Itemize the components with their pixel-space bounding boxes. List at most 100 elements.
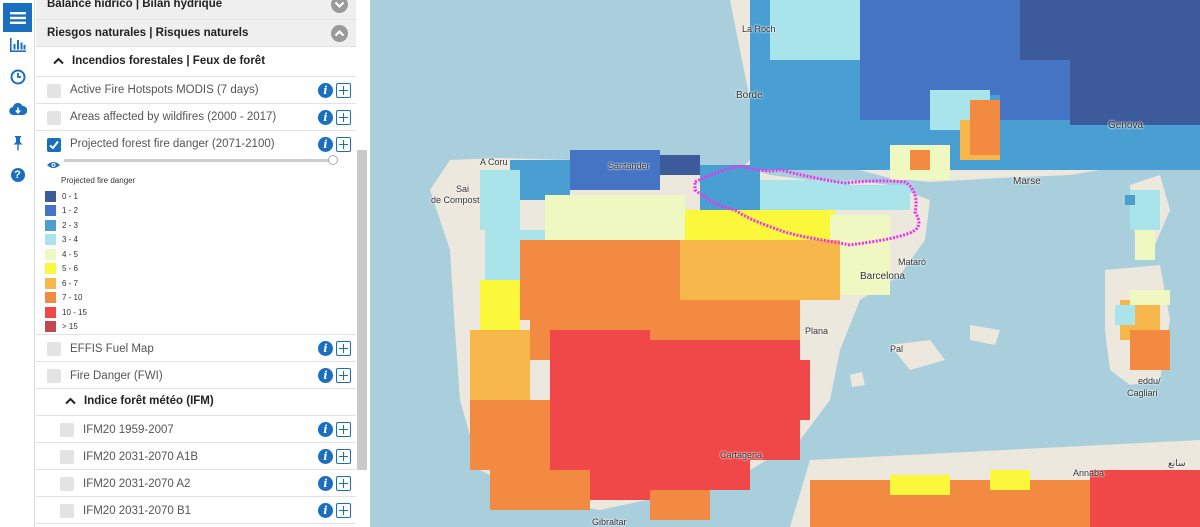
raster-cell [850,185,910,210]
info-icon[interactable]: i [318,83,333,98]
map-label: Genova [1108,120,1144,131]
region-boundary [693,164,921,247]
layer-checkbox[interactable] [60,477,74,491]
info-icon[interactable]: i [318,449,333,464]
raster-cell [760,180,850,210]
chevron-up-icon[interactable] [331,25,348,42]
legend-item: 5 - 6 [45,262,135,277]
section-natural-risks[interactable]: Riesgos naturales | Risques naturels [36,20,356,47]
chevron-up-icon [53,57,64,65]
layer-row: IFM20 1959-2007 i [36,416,356,443]
legend-item: 1 - 2 [45,204,135,219]
legend-item: 10 - 15 [45,305,135,320]
raster-cell [840,255,890,295]
layer-row-expanded: Projected forest fire danger (2071-2100)… [36,131,356,335]
legend-item: 3 - 4 [45,233,135,248]
raster-cell [1130,330,1170,370]
layer-label: Active Fire Hotspots MODIS (7 days) [70,84,259,96]
help-icon[interactable]: ? [3,160,32,189]
section-title: Balance hídrico | Bilan hydrique [47,0,223,10]
raster-cell [680,240,840,300]
raster-cell [970,100,1000,155]
layer-checkbox[interactable] [60,504,74,518]
subsection-title: Incendios forestales | Feux de forêt [72,55,266,67]
chart-icon[interactable] [3,30,32,59]
map-view[interactable]: La Roch Borde Genova Marse A Coru Sai de… [370,0,1200,527]
opacity-slider-track[interactable] [64,159,336,162]
legend-swatch [45,306,56,318]
info-icon[interactable]: i [318,110,333,125]
layer-row: IFM20 2031-2070 B1 i [36,497,356,524]
add-layer-icon[interactable] [336,83,351,98]
legend-swatch [45,277,56,289]
legend-item-label: 4 - 5 [62,249,79,259]
legend-swatch [45,321,56,333]
raster-cell [1115,305,1135,325]
legend-swatch [45,234,56,246]
fire-danger-raster [470,0,1200,527]
legend-item: 7 - 10 [45,291,135,306]
layer-label: Areas affected by wildfires (2000 - 2017… [70,111,277,123]
legend-item-label: 1 - 2 [62,206,79,216]
info-icon[interactable]: i [318,503,333,518]
raster-cell [650,490,710,520]
panel-scrollbar[interactable] [357,150,367,470]
add-layer-icon[interactable] [336,476,351,491]
info-icon[interactable]: i [318,368,333,383]
opacity-slider-handle[interactable] [328,155,338,165]
raster-cell [1125,195,1135,205]
layer-row: Fire Danger (FWI) i [36,362,356,389]
add-layer-icon[interactable] [336,341,351,356]
raster-cell [685,210,835,240]
raster-cell [690,460,750,490]
subsection-ifm[interactable]: Indice forêt météo (IFM) [36,389,356,416]
legend-item-label: 6 - 7 [62,278,79,288]
layer-checkbox[interactable] [60,450,74,464]
raster-cell [910,150,930,170]
cloud-download-icon[interactable] [3,94,32,123]
info-icon[interactable]: i [318,137,333,152]
help-glyph: ? [10,167,25,182]
raster-cell [545,195,685,240]
info-icon[interactable]: i [318,476,333,491]
clock-icon[interactable] [3,62,32,91]
raster-cell [1020,0,1200,60]
layer-label: IFM20 2031-2070 A2 [83,478,191,490]
layer-checkbox[interactable] [60,423,74,437]
legend-item: > 15 [45,320,135,335]
chevron-up-icon [65,397,76,405]
legend-swatch [45,219,56,231]
legend-item-label: 2 - 3 [62,220,79,230]
layer-checkbox-checked[interactable] [47,138,61,152]
add-layer-icon[interactable] [336,110,351,125]
info-icon[interactable]: i [318,341,333,356]
info-icon[interactable]: i [318,422,333,437]
layer-row: IFM20 2031-2070 A1B i [36,443,356,470]
add-layer-icon[interactable] [336,137,351,152]
menu-icon[interactable] [3,3,32,32]
layer-checkbox[interactable] [47,111,61,125]
layer-checkbox[interactable] [47,369,61,383]
add-layer-icon[interactable] [336,422,351,437]
layer-label: IFM20 2031-2070 B1 [83,505,192,517]
layer-row: Active Fire Hotspots MODIS (7 days) i [36,77,356,104]
add-layer-icon[interactable] [336,449,351,464]
pin-icon[interactable] [3,128,32,157]
map-label: Gibraltar [592,517,627,527]
chevron-down-icon[interactable] [331,0,348,13]
subsection-forest-fires[interactable]: Incendios forestales | Feux de forêt [36,47,356,77]
add-layer-icon[interactable] [336,503,351,518]
map-label: La Roch [742,24,776,34]
map-label: A Coru [480,157,508,167]
raster-cell [750,360,810,420]
layer-checkbox[interactable] [47,84,61,98]
legend-item-label: 3 - 4 [62,235,79,245]
add-layer-icon[interactable] [336,368,351,383]
legend-item: 2 - 3 [45,218,135,233]
layer-checkbox[interactable] [47,342,61,356]
section-water-balance[interactable]: Balance hídrico | Bilan hydrique [36,0,356,20]
legend-item-label: 7 - 10 [62,293,83,303]
eye-icon[interactable] [46,160,61,170]
legend-item: 4 - 5 [45,247,135,262]
legend-item-label: 5 - 6 [62,264,79,274]
